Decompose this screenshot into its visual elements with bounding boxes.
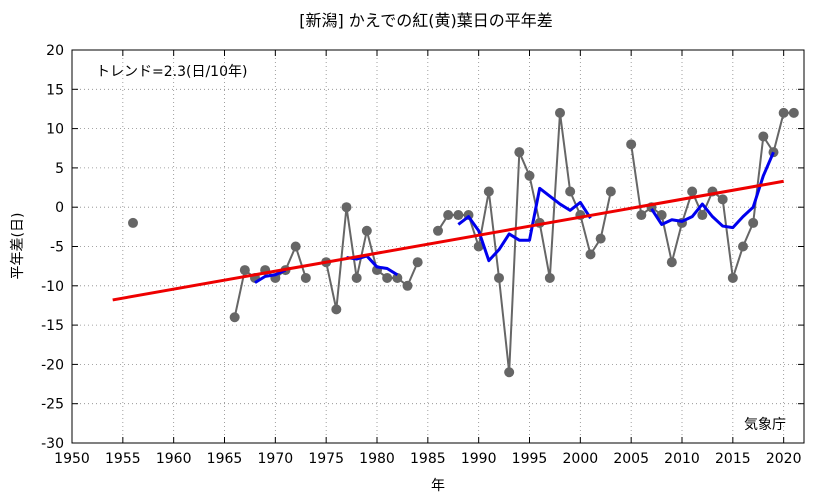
annual-point (605, 186, 616, 197)
x-tick-label: 1965 (207, 451, 243, 467)
annual-point (778, 107, 789, 118)
x-tick-label: 2000 (563, 451, 599, 467)
annual-point (239, 265, 250, 276)
source-label: 気象庁 (744, 417, 786, 433)
chart-title: [新潟] かえでの紅(黄)葉日の平年差 (299, 11, 553, 30)
annual-point (300, 272, 311, 283)
annual-point (494, 272, 504, 283)
annual-point (514, 147, 525, 158)
y-axis: 20 15 10 5 0 -5 -10 -15 -20 -25 -30 (41, 43, 804, 452)
annual-point (412, 257, 423, 268)
annual-point (229, 312, 240, 323)
y-tick-label: -25 (41, 397, 64, 413)
annual-point (544, 272, 555, 283)
y-tick-label: -5 (50, 240, 64, 256)
annual-series (128, 107, 799, 378)
plot-area (71, 49, 805, 444)
annual-point (341, 202, 352, 213)
trend-series (112, 179, 784, 302)
annual-point (483, 186, 494, 197)
trend-label: トレンド=2.3(日/10年) (96, 64, 247, 80)
y-tick-label: 15 (46, 82, 64, 98)
x-tick-label: 2015 (715, 451, 751, 467)
annual-point (402, 280, 413, 291)
annual-point (585, 249, 596, 260)
y-tick-label: 20 (46, 43, 64, 59)
annual-point (758, 131, 769, 142)
annual-point (128, 217, 138, 228)
y-tick-label: 10 (46, 122, 64, 138)
annual-point (626, 139, 637, 150)
x-tick-label: 1990 (461, 451, 497, 467)
x-tick-label: 1950 (54, 451, 90, 467)
y-tick-label: 0 (55, 200, 64, 216)
annual-point (666, 257, 677, 268)
annual-point (555, 107, 565, 118)
annual-point (361, 225, 372, 236)
annual-point (748, 217, 759, 228)
annual-point (738, 241, 748, 252)
annual-point (697, 210, 708, 221)
y-tick-label: -20 (41, 357, 64, 373)
annual-point (433, 225, 443, 236)
annual-point (788, 107, 799, 118)
grid (72, 50, 804, 443)
x-axis-title: 年 (431, 478, 445, 494)
moving-average-line (346, 254, 399, 277)
x-tick-label: 1980 (359, 451, 395, 467)
annual-point (504, 367, 515, 378)
y-tick-label: -15 (41, 318, 64, 334)
annual-point (524, 170, 535, 181)
annual-point (351, 272, 362, 283)
x-axis: 1950 1955 1960 1965 1970 1975 1980 1985 1990 1995… (54, 50, 801, 467)
y-tick-label: 5 (55, 161, 64, 177)
annual-point (656, 210, 667, 221)
x-tick-label: 1975 (308, 451, 344, 467)
x-tick-label: 2010 (664, 451, 700, 467)
annual-point (687, 186, 698, 197)
moving-average-line (650, 151, 775, 230)
x-tick-label: 1970 (258, 451, 294, 467)
annual-point (453, 210, 464, 221)
annual-point (727, 272, 738, 283)
trend-line (112, 179, 784, 302)
x-tick-label: 1960 (156, 451, 192, 467)
x-tick-label: 1995 (512, 451, 548, 467)
annual-point (565, 186, 576, 197)
annual-point (290, 241, 301, 252)
annual-point (636, 210, 647, 221)
annual-point (473, 241, 484, 252)
annual-point (717, 194, 728, 205)
x-tick-label: 1955 (105, 451, 141, 467)
annual-line (437, 112, 612, 373)
y-tick-label: -30 (41, 436, 64, 452)
annual-point (595, 233, 606, 244)
annual-point (392, 272, 403, 283)
x-tick-label: 1985 (410, 451, 446, 467)
annual-point (382, 272, 393, 283)
x-tick-label: 2020 (766, 451, 802, 467)
annual-line (233, 243, 307, 318)
moving-average-line (254, 268, 287, 284)
y-tick-label: -10 (41, 279, 64, 295)
annual-point (331, 304, 342, 315)
y-axis-title: 平年差(日) (10, 213, 26, 280)
annual-point (443, 210, 454, 221)
x-tick-label: 2005 (613, 451, 649, 467)
